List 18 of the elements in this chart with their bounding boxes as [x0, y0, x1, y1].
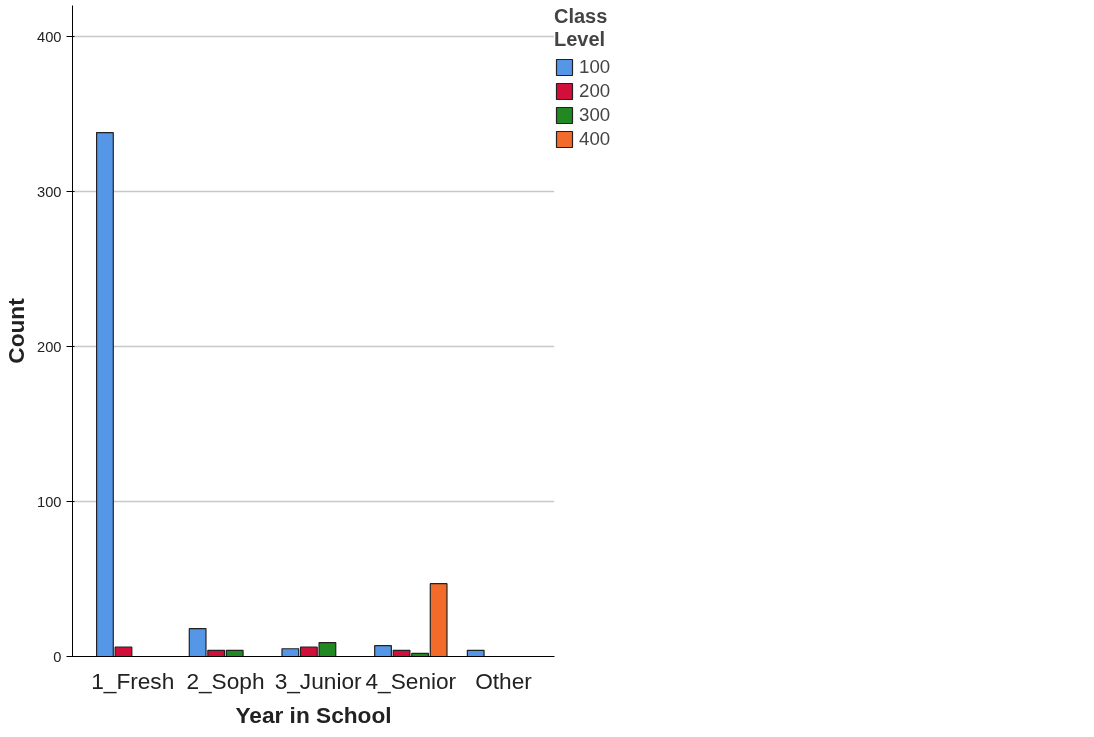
- y-tick-label: 100: [37, 493, 62, 510]
- y-tick-label: 0: [53, 648, 62, 665]
- y-tick-label: 200: [37, 338, 62, 355]
- x-axis-title: Year in School: [235, 701, 392, 728]
- legend-title: Class Level: [554, 5, 609, 51]
- legend-label: 300: [579, 104, 611, 126]
- x-tick-label: 1_Fresh: [91, 667, 175, 694]
- y-tick-label: 400: [37, 28, 62, 45]
- legend-label: 200: [579, 80, 611, 102]
- x-tick-label: 3_Junior: [274, 667, 363, 694]
- x-tick-label: 2_Soph: [186, 667, 265, 694]
- x-tick-label: Other: [475, 667, 533, 694]
- bar: [466, 649, 485, 657]
- x-tick-label: 4_Senior: [365, 667, 457, 694]
- legend-label: 100: [579, 56, 611, 78]
- y-tick-label: 300: [37, 183, 62, 200]
- legend-label: 400: [579, 128, 611, 150]
- y-axis-title: Count: [3, 297, 30, 364]
